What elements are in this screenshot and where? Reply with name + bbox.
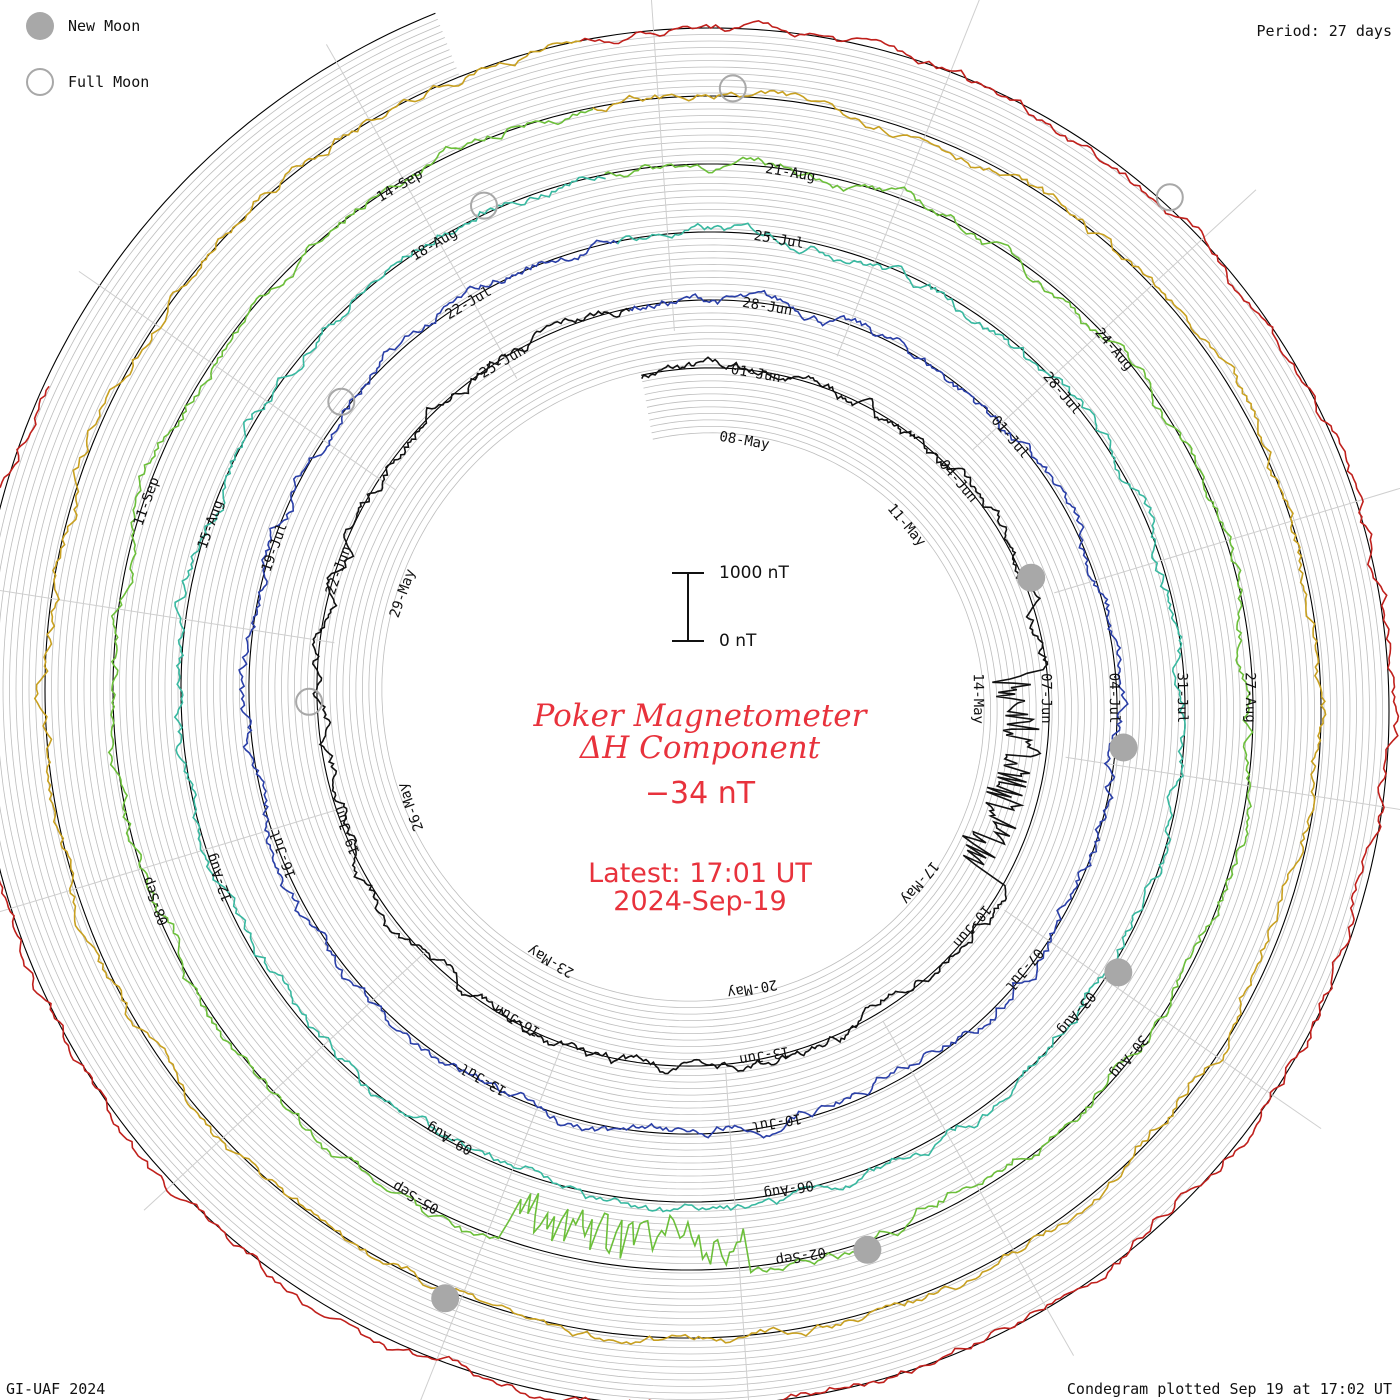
day-spoke xyxy=(1054,487,1400,594)
full-moon-marker xyxy=(470,191,498,220)
scale-bottom-label: 0 nT xyxy=(719,631,757,651)
current-value: −34 nT xyxy=(644,776,756,811)
new-moon-marker xyxy=(1104,958,1133,987)
series-line-2024-06-25 xyxy=(173,176,1186,1213)
series-line-2024-05-29 xyxy=(238,239,1129,1139)
day-spoke xyxy=(0,806,346,913)
new-moon-marker xyxy=(1017,563,1046,592)
date-label: 27-Aug xyxy=(1242,672,1258,723)
date-label: 13-Jul xyxy=(458,1060,510,1099)
date-label: 29-May xyxy=(387,567,419,620)
full-moon-marker xyxy=(327,387,356,416)
legend-new-moon: New Moon xyxy=(26,12,140,40)
day-spoke xyxy=(882,1021,1075,1356)
day-spoke xyxy=(1004,909,1322,1130)
period-label: Period: 27 days xyxy=(1256,22,1392,40)
date-label: 19-Jun xyxy=(331,804,364,857)
date-label: 25-Jul xyxy=(753,228,806,252)
full-moon-icon xyxy=(26,68,54,96)
date-label: 04-Jul xyxy=(1106,673,1122,724)
date-label: 05-Sep xyxy=(390,1178,442,1217)
date-label: 25-Jun xyxy=(477,342,529,381)
day-spoke xyxy=(78,270,396,491)
date-label: 21-Aug xyxy=(764,161,817,185)
series-line-2024-07-22 xyxy=(107,108,1254,1274)
grid-spiral xyxy=(41,73,1325,1342)
new-moon-marker xyxy=(431,1284,460,1313)
day-spoke xyxy=(143,949,428,1211)
grid-spiral xyxy=(0,25,1377,1394)
day-spoke xyxy=(0,590,335,644)
scale-top-label: 1000 nT xyxy=(719,563,789,583)
latest-date: 2024-Sep-19 xyxy=(613,886,787,917)
day-spoke xyxy=(650,0,675,331)
legend-new-moon-label: New Moon xyxy=(68,17,141,35)
spiral-grid xyxy=(0,12,1390,1400)
full-moon-marker xyxy=(1155,183,1184,212)
new-moon-marker xyxy=(853,1235,882,1264)
grid-spiral xyxy=(0,31,1370,1387)
new-moon-marker xyxy=(1109,733,1138,762)
chart-title: Poker Magnetometer xyxy=(533,698,867,734)
date-label: 08-May xyxy=(718,429,771,453)
full-moon-marker xyxy=(718,74,747,103)
day-spoke xyxy=(725,1069,750,1400)
grid-spiral xyxy=(22,55,1344,1361)
full-moon-marker xyxy=(295,687,324,716)
grid-spiral xyxy=(9,43,1357,1374)
date-label: 07-Jun xyxy=(1038,673,1054,724)
moon-phase-markers xyxy=(295,74,1184,1313)
day-spoke xyxy=(836,0,980,357)
date-label: 31-Jul xyxy=(1174,672,1190,723)
legend-full-moon: Full Moon xyxy=(26,68,149,96)
new-moon-icon xyxy=(26,12,54,40)
latest-time: Latest: 17:01 UT xyxy=(588,858,812,889)
plotted-timestamp: Condegram plotted Sep 19 at 17:02 UT xyxy=(1066,1380,1392,1398)
credit-label: GI-UAF 2024 xyxy=(6,1380,106,1398)
series-line-2024-05-02 xyxy=(311,307,1049,1075)
grid-spiral xyxy=(0,18,1383,1400)
date-label: 01-Jun xyxy=(730,362,783,386)
day-spoke xyxy=(325,44,518,379)
scale-bar xyxy=(672,572,704,642)
grid-spiral xyxy=(15,49,1351,1368)
date-label: 28-Jun xyxy=(741,295,794,319)
series-line-2024-08-18 xyxy=(33,40,1327,1345)
grid-spiral xyxy=(28,61,1338,1355)
day-spoke xyxy=(972,189,1257,451)
magnetometer-traces xyxy=(0,19,1400,1400)
grid-spiral xyxy=(35,67,1331,1348)
grid-spiral xyxy=(2,37,1364,1381)
day-spoke xyxy=(420,1043,564,1400)
date-label: 14-May xyxy=(970,673,986,724)
day-spoke xyxy=(1065,756,1400,810)
series-line-2024-09-14 xyxy=(0,19,1400,1400)
date-label: 11-May xyxy=(884,501,929,550)
date-label: 18-Aug xyxy=(408,225,460,264)
date-label: 14-Sep xyxy=(374,166,426,205)
chart-subtitle: ΔH Component xyxy=(579,730,821,766)
legend-full-moon-label: Full Moon xyxy=(68,73,150,91)
